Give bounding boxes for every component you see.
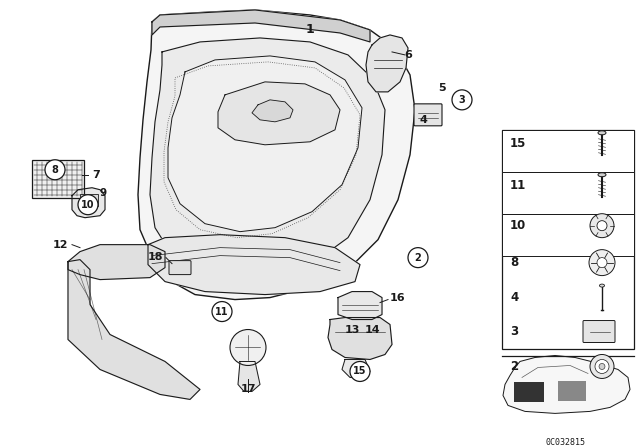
Text: 16: 16 [390, 293, 406, 302]
Polygon shape [148, 235, 360, 295]
Polygon shape [68, 245, 165, 280]
Bar [558, 381, 586, 401]
Text: 18: 18 [147, 252, 163, 262]
Polygon shape [366, 35, 408, 92]
Circle shape [408, 248, 428, 267]
Polygon shape [152, 10, 370, 42]
Text: 9: 9 [100, 188, 107, 198]
Text: 5: 5 [438, 83, 446, 93]
Bar [502, 214, 634, 256]
Circle shape [452, 90, 472, 110]
Text: 0C032815: 0C032815 [545, 438, 585, 447]
Polygon shape [342, 359, 370, 378]
Polygon shape [328, 318, 392, 359]
Text: 13: 13 [344, 324, 360, 335]
Polygon shape [138, 10, 415, 300]
Circle shape [589, 250, 615, 276]
Ellipse shape [598, 131, 606, 135]
Text: 10: 10 [510, 219, 526, 232]
Polygon shape [503, 355, 630, 414]
Text: 11: 11 [510, 179, 526, 192]
Text: 2: 2 [415, 253, 421, 263]
Text: 7: 7 [92, 170, 100, 180]
Ellipse shape [600, 284, 605, 287]
Bar [80, 194, 98, 206]
Circle shape [590, 354, 614, 379]
Circle shape [212, 302, 232, 322]
Circle shape [78, 195, 98, 215]
Polygon shape [68, 260, 200, 400]
Circle shape [590, 214, 614, 237]
Ellipse shape [598, 173, 606, 177]
Text: 8: 8 [510, 256, 518, 269]
Text: 11: 11 [215, 306, 228, 317]
Circle shape [599, 363, 605, 370]
Bar [502, 172, 634, 214]
Polygon shape [168, 56, 362, 232]
Circle shape [597, 221, 607, 231]
Polygon shape [252, 100, 293, 122]
Text: 14: 14 [364, 324, 380, 335]
Circle shape [597, 258, 607, 267]
Bar [502, 130, 634, 349]
Text: 1: 1 [306, 23, 314, 36]
Polygon shape [218, 82, 340, 145]
Text: 8: 8 [52, 165, 58, 175]
FancyBboxPatch shape [414, 104, 442, 126]
Bar [32, 160, 84, 198]
Text: 3: 3 [459, 95, 465, 105]
Circle shape [230, 330, 266, 366]
Bar [514, 383, 544, 402]
Polygon shape [72, 188, 105, 218]
Circle shape [350, 362, 370, 381]
Text: 3: 3 [510, 325, 518, 338]
FancyBboxPatch shape [169, 261, 191, 275]
Polygon shape [338, 292, 382, 319]
Text: 2: 2 [510, 360, 518, 373]
Text: 4: 4 [510, 291, 518, 304]
Circle shape [45, 160, 65, 180]
Text: 17: 17 [240, 384, 256, 394]
Polygon shape [150, 38, 385, 276]
Text: 15: 15 [353, 366, 367, 376]
FancyBboxPatch shape [583, 320, 615, 343]
Text: 4: 4 [420, 115, 428, 125]
Text: 10: 10 [81, 200, 95, 210]
Circle shape [595, 359, 609, 374]
Text: 6: 6 [404, 50, 412, 60]
Bar [502, 130, 634, 172]
Text: 12: 12 [52, 240, 68, 250]
Text: 15: 15 [510, 137, 526, 150]
Polygon shape [238, 362, 260, 392]
